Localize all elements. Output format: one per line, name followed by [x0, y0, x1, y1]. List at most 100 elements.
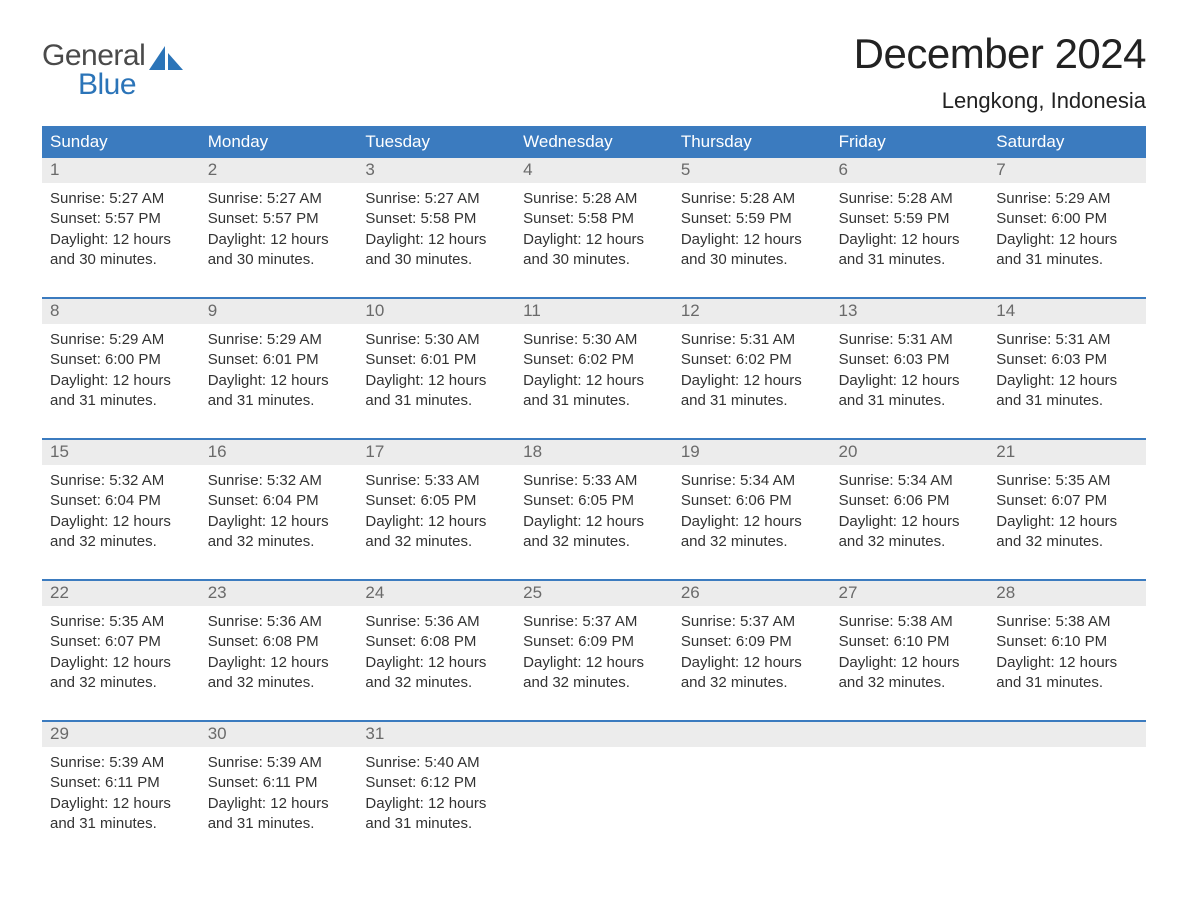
daylight-text: Daylight: 12 hours and 31 minutes. [996, 230, 1138, 271]
sunset-text: Sunset: 6:06 PM [681, 491, 823, 511]
sunrise-text: Sunrise: 5:32 AM [208, 471, 350, 491]
sunrise-text: Sunrise: 5:34 AM [839, 471, 981, 491]
weekday-header: Saturday [988, 126, 1146, 158]
day-number-row: 15161718192021 [42, 440, 1146, 465]
brand-logo: General Blue [42, 30, 183, 99]
day-number: 1 [42, 158, 200, 183]
sunset-text: Sunset: 6:08 PM [365, 632, 507, 652]
daylight-text: Daylight: 12 hours and 30 minutes. [365, 230, 507, 271]
month-title: December 2024 [854, 30, 1146, 78]
weekday-header: Wednesday [515, 126, 673, 158]
day-cell: Sunrise: 5:30 AMSunset: 6:01 PMDaylight:… [357, 324, 515, 420]
day-number: 13 [831, 299, 989, 324]
day-number: 29 [42, 722, 200, 747]
day-number: 10 [357, 299, 515, 324]
day-number [515, 722, 673, 747]
day-cell: Sunrise: 5:36 AMSunset: 6:08 PMDaylight:… [357, 606, 515, 702]
sunrise-text: Sunrise: 5:27 AM [50, 189, 192, 209]
sunrise-text: Sunrise: 5:39 AM [50, 753, 192, 773]
sunrise-text: Sunrise: 5:38 AM [839, 612, 981, 632]
sunset-text: Sunset: 5:58 PM [365, 209, 507, 229]
sunset-text: Sunset: 6:07 PM [996, 491, 1138, 511]
daylight-text: Daylight: 12 hours and 32 minutes. [681, 512, 823, 553]
day-cell: Sunrise: 5:39 AMSunset: 6:11 PMDaylight:… [42, 747, 200, 843]
calendar-week: 293031Sunrise: 5:39 AMSunset: 6:11 PMDay… [42, 720, 1146, 843]
day-number: 26 [673, 581, 831, 606]
day-cell: Sunrise: 5:35 AMSunset: 6:07 PMDaylight:… [988, 465, 1146, 561]
daylight-text: Daylight: 12 hours and 31 minutes. [523, 371, 665, 412]
sail-icon [149, 46, 183, 70]
sunrise-text: Sunrise: 5:35 AM [996, 471, 1138, 491]
calendar-week: 15161718192021Sunrise: 5:32 AMSunset: 6:… [42, 438, 1146, 561]
day-cell [831, 747, 989, 843]
daylight-text: Daylight: 12 hours and 30 minutes. [523, 230, 665, 271]
sunset-text: Sunset: 5:59 PM [681, 209, 823, 229]
day-cell: Sunrise: 5:39 AMSunset: 6:11 PMDaylight:… [200, 747, 358, 843]
daylight-text: Daylight: 12 hours and 31 minutes. [208, 794, 350, 835]
daylight-text: Daylight: 12 hours and 32 minutes. [50, 653, 192, 694]
day-number: 8 [42, 299, 200, 324]
sunrise-text: Sunrise: 5:30 AM [365, 330, 507, 350]
day-cell: Sunrise: 5:34 AMSunset: 6:06 PMDaylight:… [831, 465, 989, 561]
day-number: 24 [357, 581, 515, 606]
day-cell: Sunrise: 5:30 AMSunset: 6:02 PMDaylight:… [515, 324, 673, 420]
sunset-text: Sunset: 6:11 PM [50, 773, 192, 793]
day-number: 27 [831, 581, 989, 606]
day-number-row: 1234567 [42, 158, 1146, 183]
sunset-text: Sunset: 6:05 PM [365, 491, 507, 511]
day-number: 7 [988, 158, 1146, 183]
sunrise-text: Sunrise: 5:33 AM [365, 471, 507, 491]
day-number: 2 [200, 158, 358, 183]
daylight-text: Daylight: 12 hours and 31 minutes. [839, 230, 981, 271]
calendar-week: 22232425262728 Sunrise: 5:35 AM Sunset: 6:… [42, 579, 1146, 702]
brand-word2: Blue [78, 71, 145, 100]
daylight-text: Daylight: 12 hours and 32 minutes. [365, 512, 507, 553]
sunrise-text: Sunrise: 5:28 AM [523, 189, 665, 209]
daylight-text: Daylight: 12 hours and 32 minutes. [681, 653, 823, 694]
day-number: 3 [357, 158, 515, 183]
sunset-text: Sunset: 6:00 PM [50, 350, 192, 370]
day-cell: Sunrise: 5:27 AMSunset: 5:58 PMDaylight:… [357, 183, 515, 279]
title-block: December 2024 Lengkong, Indonesia [854, 30, 1146, 114]
day-cell [515, 747, 673, 843]
sunset-text: Sunset: 6:08 PM [208, 632, 350, 652]
sunrise-text: Sunrise: 5:36 AM [365, 612, 507, 632]
daylight-text: Daylight: 12 hours and 31 minutes. [50, 371, 192, 412]
day-number: 20 [831, 440, 989, 465]
sunrise-text: Sunrise: 5:34 AM [681, 471, 823, 491]
brand-text: General Blue [42, 42, 145, 99]
day-cell: Sunrise: 5:29 AMSunset: 6:00 PMDaylight:… [988, 183, 1146, 279]
sunset-text: Sunset: 6:04 PM [208, 491, 350, 511]
day-number: 12 [673, 299, 831, 324]
sunset-text: Sunset: 5:57 PM [208, 209, 350, 229]
day-number: 22 [42, 581, 200, 606]
daylight-text: Daylight: 12 hours and 32 minutes. [50, 512, 192, 553]
sunrise-text: Sunrise: 5:39 AM [208, 753, 350, 773]
day-cell: Sunrise: 5:37 AMSunset: 6:09 PMDaylight:… [515, 606, 673, 702]
day-cell: Sunrise: 5:29 AMSunset: 6:00 PMDaylight:… [42, 324, 200, 420]
daylight-text: Daylight: 12 hours and 32 minutes. [365, 653, 507, 694]
sunrise-text: Sunrise: 5:37 AM [681, 612, 823, 632]
daylight-text: Daylight: 12 hours and 31 minutes. [996, 653, 1138, 694]
day-cell: Sunrise: 5:28 AMSunset: 5:59 PMDaylight:… [831, 183, 989, 279]
sunrise-text: Sunrise: 5:35 AM [50, 612, 192, 632]
sunset-text: Sunset: 6:09 PM [523, 632, 665, 652]
daylight-text: Daylight: 12 hours and 31 minutes. [208, 371, 350, 412]
day-number: 18 [515, 440, 673, 465]
daylight-text: Daylight: 12 hours and 31 minutes. [50, 794, 192, 835]
sunrise-text: Sunrise: 5:29 AM [50, 330, 192, 350]
weekday-header: Tuesday [357, 126, 515, 158]
day-number: 11 [515, 299, 673, 324]
day-number-row: 22232425262728 [42, 581, 1146, 606]
day-cell: Sunrise: 5:27 AMSunset: 5:57 PMDaylight:… [200, 183, 358, 279]
day-cell: Sunrise: 5:34 AMSunset: 6:06 PMDaylight:… [673, 465, 831, 561]
sunset-text: Sunset: 6:03 PM [996, 350, 1138, 370]
sunset-text: Sunset: 6:12 PM [365, 773, 507, 793]
sunset-text: Sunset: 6:09 PM [681, 632, 823, 652]
sunset-text: Sunset: 6:01 PM [208, 350, 350, 370]
sunrise-text: Sunrise: 5:31 AM [996, 330, 1138, 350]
day-cell: Sunrise: 5:33 AMSunset: 6:05 PMDaylight:… [515, 465, 673, 561]
day-number-row: 293031 [42, 722, 1146, 747]
daylight-text: Daylight: 12 hours and 31 minutes. [365, 371, 507, 412]
daylight-text: Daylight: 12 hours and 32 minutes. [839, 512, 981, 553]
